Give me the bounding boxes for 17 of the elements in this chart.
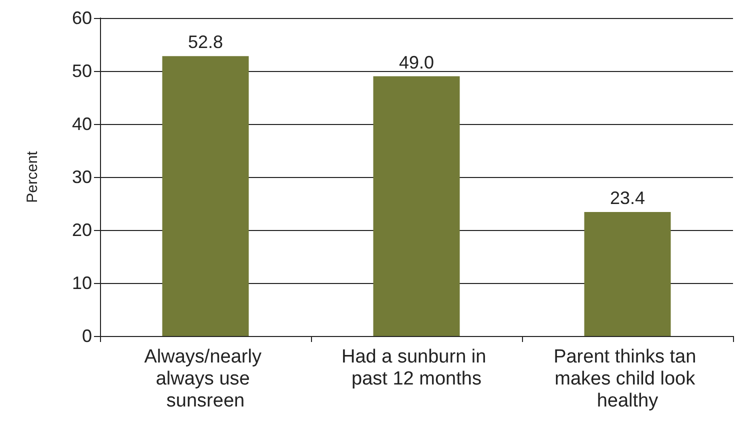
y-tick-label: 10 [72,273,92,293]
y-tick-label: 0 [82,326,92,346]
data-label: 49.0 [398,52,434,72]
bar [162,56,249,336]
y-tick-label: 20 [72,220,92,240]
y-tick-label: 40 [72,114,92,134]
y-axis-title: Percent [24,150,41,203]
bar [373,76,460,336]
bar [584,212,671,336]
data-label: 52.8 [188,32,224,52]
y-tick-label: 50 [72,61,92,81]
y-tick-label: 30 [72,167,92,187]
x-tick-label: Parent thinks tan makes child look healthy [554,346,702,412]
y-tick-label: 60 [72,8,92,28]
x-tick-label: Had a sunburn in past 12 months [342,346,492,390]
x-tick-label: Always/nearly always use sunsreen [144,346,267,412]
data-label: 23.4 [610,188,646,208]
